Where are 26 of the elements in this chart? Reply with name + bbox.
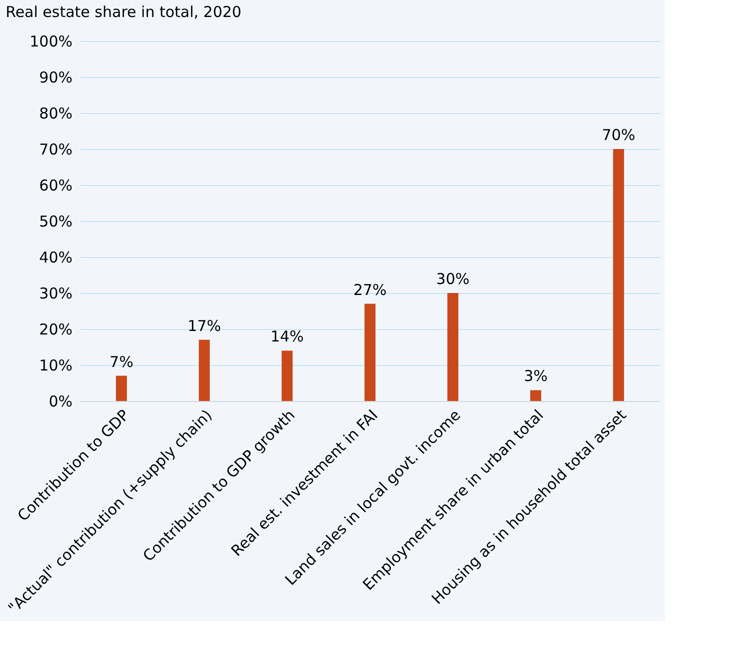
data-label: 14% [270, 328, 304, 346]
bar [198, 340, 210, 401]
bar [613, 149, 624, 401]
y-tick-label: 70% [39, 140, 72, 158]
y-tick-label: 0% [48, 392, 72, 410]
y-tick-label: 100% [30, 32, 72, 50]
bar [447, 293, 458, 401]
data-label: 3% [524, 367, 548, 386]
y-tick-label: 30% [39, 284, 72, 302]
bar [116, 376, 127, 401]
data-label: 27% [353, 280, 387, 299]
y-tick-label: 60% [39, 176, 72, 194]
data-label: 17% [188, 316, 221, 335]
y-tick-label: 10% [39, 356, 72, 374]
bar [364, 304, 376, 401]
y-tick-label: 90% [39, 68, 72, 86]
bar [282, 350, 293, 401]
chart-title: Real estate share in total, 2020 [6, 3, 242, 21]
data-label: 70% [602, 126, 636, 144]
y-tick-label: 80% [39, 104, 72, 122]
data-label: 7% [110, 352, 134, 371]
data-label: 30% [436, 270, 470, 288]
y-tick-label: 50% [39, 212, 72, 230]
y-tick-label: 20% [39, 320, 72, 338]
bar [530, 390, 542, 401]
y-tick-label: 40% [39, 248, 72, 266]
